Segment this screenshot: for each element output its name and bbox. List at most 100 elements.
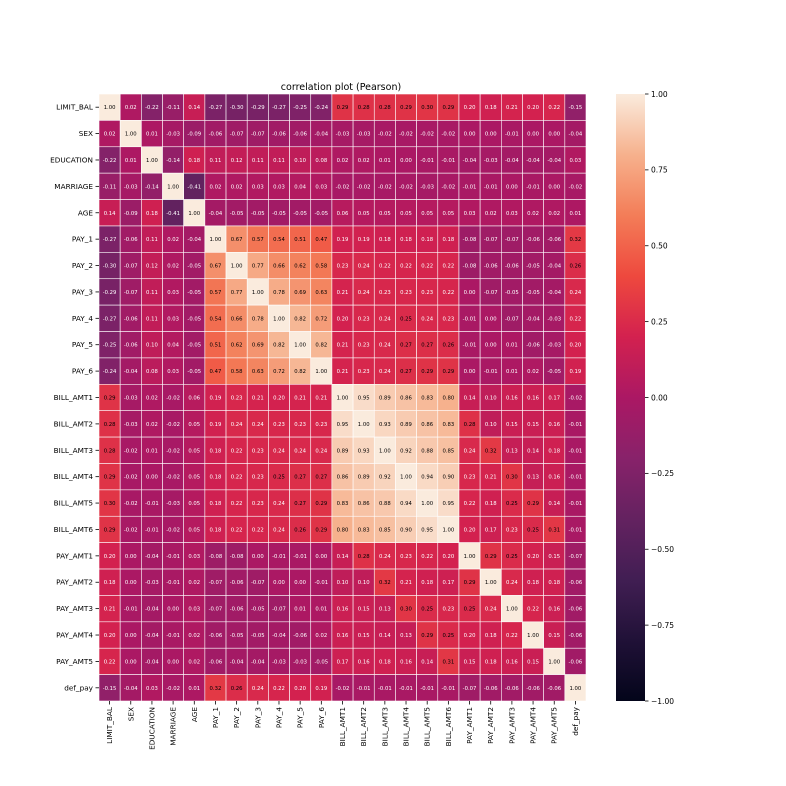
heatmap-value-label: -0.04 — [314, 132, 328, 138]
x-axis-tick-label: AGE — [190, 707, 199, 723]
heatmap-value-label: -0.06 — [209, 633, 223, 639]
colorbar-tick-label: 0.00 — [651, 393, 668, 402]
heatmap-value-label: -0.29 — [103, 290, 117, 296]
heatmap-value-label: -0.11 — [103, 184, 117, 190]
x-axis-tick-label: PAY_2 — [232, 707, 241, 728]
heatmap-value-label: 0.01 — [146, 132, 158, 138]
heatmap-value-label: -0.05 — [251, 211, 265, 217]
y-axis-tick-label: BILL_AMT5 — [54, 499, 93, 508]
heatmap-value-label: -0.04 — [187, 237, 201, 243]
heatmap-value-label: -0.22 — [103, 158, 117, 164]
x-axis-tick-label: BILL_AMT2 — [359, 707, 368, 746]
heatmap-value-label: 0.19 — [570, 369, 582, 375]
heatmap-value-label: -0.03 — [336, 132, 350, 138]
heatmap-value-label: 0.20 — [527, 554, 539, 560]
heatmap-value-label: 0.31 — [442, 659, 454, 665]
heatmap-value-label: -0.05 — [187, 369, 201, 375]
heatmap-value-label: -0.06 — [505, 264, 519, 270]
heatmap-value-label: 0.25 — [421, 607, 433, 613]
heatmap-value-label: 0.29 — [421, 369, 433, 375]
heatmap-value-label: 0.00 — [506, 184, 518, 190]
heatmap-value-label: 0.20 — [104, 554, 116, 560]
heatmap-value-label: 0.15 — [548, 554, 560, 560]
heatmap-value-label: 0.67 — [210, 264, 222, 270]
heatmap-value-label: -0.01 — [463, 316, 477, 322]
heatmap-value-label: -0.03 — [145, 580, 159, 586]
heatmap-value-label: 0.06 — [337, 211, 349, 217]
heatmap-value-label: -0.02 — [124, 475, 138, 481]
heatmap-value-label: -0.07 — [505, 237, 519, 243]
heatmap-value-label: 0.72 — [315, 316, 327, 322]
heatmap-value-label: -0.07 — [251, 132, 265, 138]
heatmap-value-label: -0.03 — [484, 158, 498, 164]
y-axis-tick-labels: LIMIT_BAL SEX EDUCATION MARRIAGE AGE PAY_1 PAY… — [50, 103, 99, 692]
heatmap-value-label: -0.06 — [505, 686, 519, 692]
heatmap-value-label: 0.32 — [485, 448, 497, 454]
heatmap-value-label: 0.28 — [379, 105, 391, 111]
heatmap-value-label: 0.19 — [337, 237, 349, 243]
heatmap-value-label: 0.14 — [188, 105, 200, 111]
heatmap-value-label: -0.05 — [230, 211, 244, 217]
heatmap-value-label: 0.22 — [231, 448, 243, 454]
heatmap-value-label: -0.04 — [124, 686, 138, 692]
heatmap-value-label: 0.25 — [273, 475, 285, 481]
heatmap-value-label: 0.80 — [442, 396, 454, 402]
heatmap-value-label: 0.05 — [358, 211, 370, 217]
heatmap-value-label: 0.63 — [252, 369, 264, 375]
heatmap-value-label: 1.00 — [294, 343, 306, 349]
heatmap-value-label: -0.04 — [251, 659, 265, 665]
heatmap-value-label: 0.02 — [337, 158, 349, 164]
heatmap-value-label: -0.02 — [166, 686, 180, 692]
heatmap-value-label: 0.03 — [188, 554, 200, 560]
heatmap-value-label: 0.05 — [188, 422, 200, 428]
heatmap-value-label: 0.17 — [337, 659, 349, 665]
heatmap-value-label: -0.04 — [505, 158, 519, 164]
heatmap-value-label: -0.08 — [463, 264, 477, 270]
y-axis-tick-label: PAY_AMT2 — [56, 578, 93, 587]
heatmap-value-label: 0.24 — [315, 448, 327, 454]
heatmap-value-label: 0.24 — [379, 316, 391, 322]
heatmap-value-label: -0.05 — [505, 290, 519, 296]
heatmap-value-label: -0.14 — [166, 158, 180, 164]
heatmap-value-label: -0.08 — [230, 554, 244, 560]
x-axis-tick-label: PAY_6 — [317, 707, 326, 728]
heatmap-value-label: 0.83 — [358, 527, 370, 533]
heatmap-value-label: 0.15 — [548, 633, 560, 639]
heatmap-value-label: 0.02 — [104, 132, 116, 138]
x-axis-tick-label: BILL_AMT5 — [423, 707, 432, 746]
heatmap-value-label: -0.27 — [103, 316, 117, 322]
heatmap-value-label: 1.00 — [167, 184, 179, 190]
heatmap-value-label: -0.07 — [569, 554, 583, 560]
heatmap-value-label: 0.05 — [188, 448, 200, 454]
heatmap-value-label: -0.01 — [569, 501, 583, 507]
heatmap-value-label: -0.03 — [124, 396, 138, 402]
heatmap-value-label: 0.01 — [570, 211, 582, 217]
heatmap-value-labels: 1.00 0.02 -0.22 -0.11 0.14 -0.27 -0.30 -0.29 -0.… — [103, 105, 583, 692]
heatmap-value-label: 0.03 — [273, 184, 285, 190]
x-axis-tick-label: MARRIAGE — [169, 707, 178, 746]
heatmap-value-label: 0.94 — [421, 475, 433, 481]
heatmap-cells — [98, 93, 587, 702]
heatmap-value-label: -0.02 — [166, 475, 180, 481]
heatmap-value-label: 0.95 — [442, 501, 454, 507]
heatmap-value-label: 0.13 — [400, 633, 412, 639]
heatmap-value-label: 0.20 — [337, 316, 349, 322]
heatmap-value-label: -0.05 — [526, 290, 540, 296]
heatmap-value-label: 0.06 — [188, 396, 200, 402]
heatmap-value-label: 0.24 — [379, 554, 391, 560]
heatmap-value-label: 0.02 — [485, 211, 497, 217]
heatmap-value-label: 0.54 — [210, 316, 222, 322]
heatmap-value-label: 0.95 — [421, 527, 433, 533]
heatmap-value-label: 0.20 — [464, 527, 476, 533]
heatmap-value-label: -0.01 — [569, 422, 583, 428]
heatmap-value-label: -0.05 — [187, 290, 201, 296]
heatmap-value-label: 0.21 — [104, 607, 116, 613]
y-axis-tick-label: BILL_AMT4 — [54, 472, 94, 481]
heatmap-value-label: 0.08 — [146, 369, 158, 375]
heatmap-value-label: -0.05 — [187, 343, 201, 349]
heatmap-value-label: -0.07 — [251, 580, 265, 586]
heatmap-value-label: 0.13 — [527, 475, 539, 481]
heatmap-value-label: 1.00 — [188, 211, 200, 217]
heatmap-value-label: 0.05 — [188, 475, 200, 481]
heatmap-value-label: 0.30 — [400, 607, 412, 613]
